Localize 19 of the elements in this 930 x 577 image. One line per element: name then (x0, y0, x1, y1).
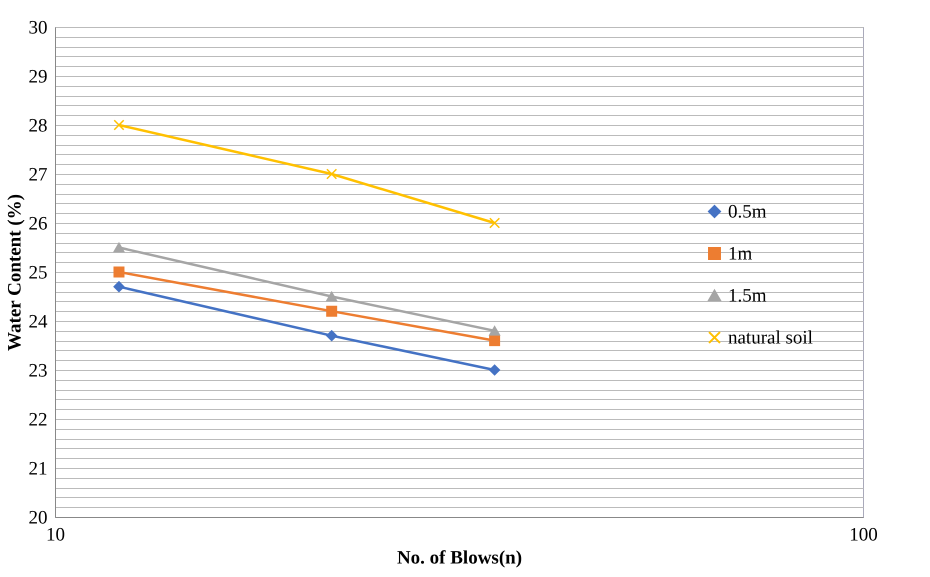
y-tick-label: 24 (28, 312, 48, 332)
legend-label: natural soil (728, 328, 813, 348)
y-axis-title: Water Content (%) (4, 194, 26, 351)
y-tick-label: 20 (28, 508, 48, 528)
y-tick-label: 23 (28, 360, 48, 382)
x-tick-label: 100 (849, 524, 878, 546)
y-tick-label: 30 (28, 18, 48, 38)
legend-label: 1m (728, 244, 752, 264)
y-tick-label: 25 (28, 262, 48, 284)
y-tick-label: 21 (28, 458, 48, 480)
y-tick-label: 27 (28, 164, 48, 186)
legend-label: 1.5m (728, 286, 767, 306)
x-tick-label: 10 (46, 524, 65, 546)
legend-label: 0.5m (728, 202, 767, 222)
y-tick-label: 22 (28, 410, 48, 430)
y-tick-label: 29 (28, 66, 48, 88)
y-tick-label: 28 (28, 116, 48, 136)
y-tick-label: 26 (28, 214, 48, 234)
x-axis-title: No. of Blows(n) (396, 548, 522, 568)
